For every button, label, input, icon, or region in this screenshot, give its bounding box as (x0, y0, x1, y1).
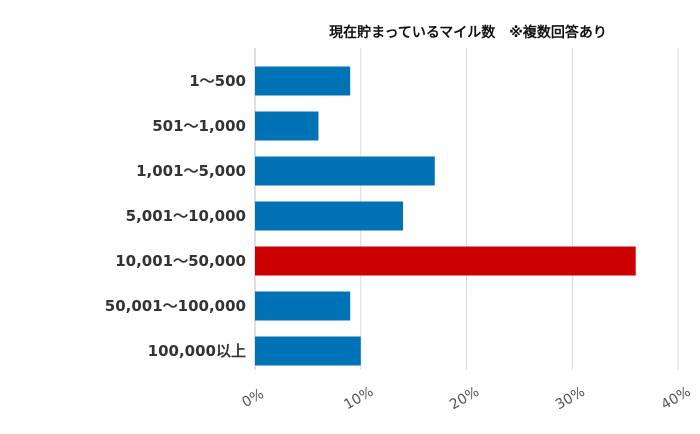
bar (255, 111, 319, 141)
category-label: 1,001～5,000 (136, 162, 246, 180)
x-tick-label: 20% (447, 384, 482, 413)
bar (255, 291, 351, 321)
x-tick-label: 30% (553, 384, 588, 413)
x-tick-labels: 0% 10% 20% 30% 40% (239, 384, 693, 413)
x-tick-label: 40% (659, 384, 694, 413)
category-label: 50,001～100,000 (105, 297, 246, 315)
chart-title: 現在貯まっているマイル数 ※複数回答あり (329, 24, 607, 41)
bar (255, 201, 404, 231)
bar (255, 66, 351, 96)
bar (255, 336, 361, 366)
category-label: 501～1,000 (152, 117, 246, 135)
category-label: 5,001～10,000 (126, 207, 246, 225)
category-label: 1～500 (189, 72, 246, 90)
x-tick-label: 10% (341, 384, 376, 413)
x-tick-label: 0% (239, 386, 266, 411)
bar (255, 156, 435, 186)
category-labels: 1～500 501～1,000 1,001～5,000 5,001～10,000 10,… (105, 72, 246, 360)
category-label: 100,000以上 (148, 342, 246, 360)
bars (255, 66, 636, 366)
bar (255, 246, 636, 276)
category-label: 10,001～50,000 (115, 252, 246, 270)
